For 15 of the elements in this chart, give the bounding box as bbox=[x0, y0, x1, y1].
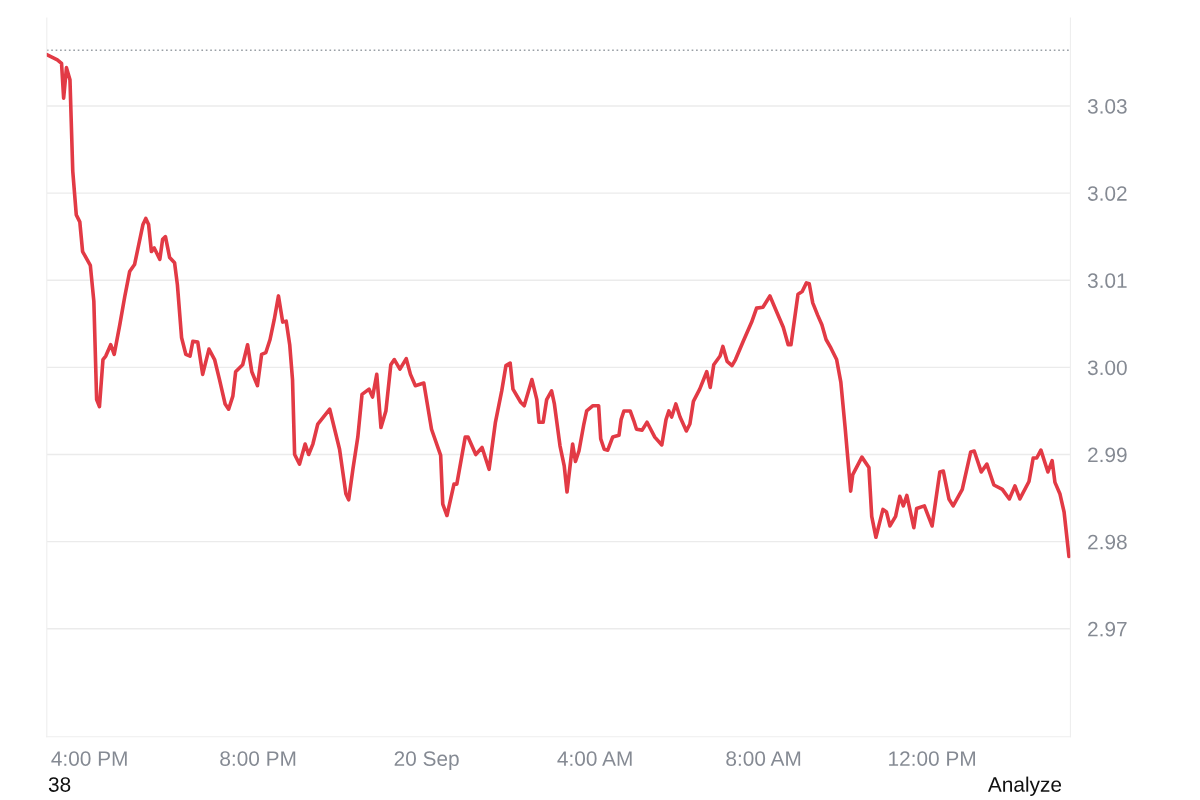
text: 38 bbox=[48, 777, 71, 792]
y-tick-label: 2.98 bbox=[1088, 534, 1127, 550]
x-tick-label: 4:00 PM bbox=[51, 751, 127, 766]
x-tick-label: 8:00 AM bbox=[726, 751, 801, 766]
x-tick-label: 8:00 PM bbox=[220, 751, 296, 766]
y-tick-label: 3.01 bbox=[1087, 273, 1127, 289]
y-tick-label: 2.97 bbox=[1088, 621, 1127, 637]
x-tick-label: 12:00 PM bbox=[889, 751, 975, 766]
y-tick-label: 2.99 bbox=[1088, 447, 1127, 463]
y-tick-label: 3.03 bbox=[1087, 99, 1127, 114]
y-tick-label: 3.02 bbox=[1087, 186, 1127, 201]
text: Analyze bbox=[987, 776, 1062, 796]
x-tick-label: 20 Sep bbox=[394, 751, 459, 771]
x-tick-label: 4:00 AM bbox=[557, 751, 632, 766]
y-tick-label: 3.00 bbox=[1087, 360, 1127, 376]
